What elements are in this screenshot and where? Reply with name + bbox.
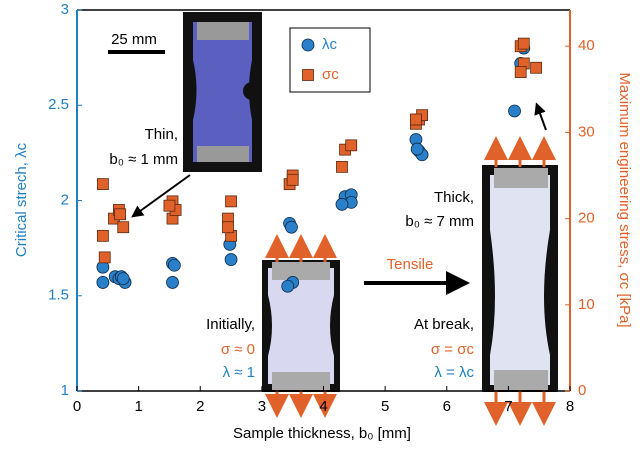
annotation: 25 mm (111, 31, 157, 48)
point (99, 252, 110, 263)
point (115, 209, 126, 220)
annotation: λ = λc (434, 364, 474, 381)
legend-marker (302, 39, 314, 51)
legend-label: λc (322, 36, 338, 53)
point (222, 222, 233, 233)
point (336, 198, 348, 210)
x-tick-label: 6 (443, 398, 451, 415)
y-tick-label: 2 (61, 191, 69, 208)
x-tick-label: 3 (258, 398, 266, 415)
point (509, 105, 521, 117)
chart: 25 mm Thin, b₀ ≈ 1 mm Thick, b₀ ≈ 7 mm T… (0, 0, 644, 446)
point (346, 140, 357, 151)
point (167, 276, 179, 288)
point (225, 254, 237, 266)
annotation: Initially, (206, 316, 255, 333)
point (515, 67, 526, 78)
annotation: b₀ ≈ 7 mm (405, 213, 474, 230)
y2-tick-label: 20 (578, 210, 595, 227)
point (282, 280, 294, 292)
y-tick-label: 2.5 (48, 96, 69, 113)
point (518, 38, 529, 49)
annotation: λ ≈ 1 (223, 364, 255, 381)
x-axis-label: Sample thickness, b₀ [mm] (233, 425, 411, 442)
y2-tick-label: 40 (578, 37, 595, 54)
point (285, 221, 297, 233)
y2-tick-label: 30 (578, 123, 595, 140)
annotation: σ ≈ 0 (221, 341, 255, 358)
point (226, 196, 237, 207)
legend-marker (303, 70, 314, 81)
point (118, 222, 129, 233)
annotation: Tensile (387, 256, 434, 273)
x-tick-label: 2 (196, 398, 204, 415)
y-tick-label: 3 (61, 1, 69, 18)
x-tick-label: 8 (566, 398, 574, 415)
point (97, 230, 108, 241)
annotation: Thin, (145, 126, 178, 143)
annotation: At break, (414, 316, 474, 333)
y-axis-label: Critical strech, λc (13, 142, 30, 257)
legend-label: σc (322, 66, 339, 83)
point (287, 174, 298, 185)
point (117, 273, 129, 285)
point (410, 114, 421, 125)
y2-axis-label: Maximum engineering stress, σc [kPa] (616, 72, 633, 327)
annotation: σ = σc (431, 341, 475, 358)
y2-tick-label: 10 (578, 296, 595, 313)
x-tick-label: 0 (73, 398, 81, 415)
x-tick-label: 7 (504, 398, 512, 415)
point (97, 276, 109, 288)
point (97, 179, 108, 190)
y-tick-label: 1.5 (48, 287, 69, 304)
y-tick-label: 1 (61, 382, 69, 399)
x-tick-label: 1 (134, 398, 142, 415)
annotation: b₀ ≈ 1 mm (109, 151, 178, 168)
point (168, 259, 180, 271)
point (531, 62, 542, 73)
y2-tick-label: 0 (578, 382, 586, 399)
point (411, 143, 423, 155)
annotation: Thick, (434, 189, 474, 206)
point (336, 161, 347, 172)
point (164, 200, 175, 211)
x-tick-label: 4 (319, 398, 327, 415)
x-tick-label: 5 (381, 398, 389, 415)
